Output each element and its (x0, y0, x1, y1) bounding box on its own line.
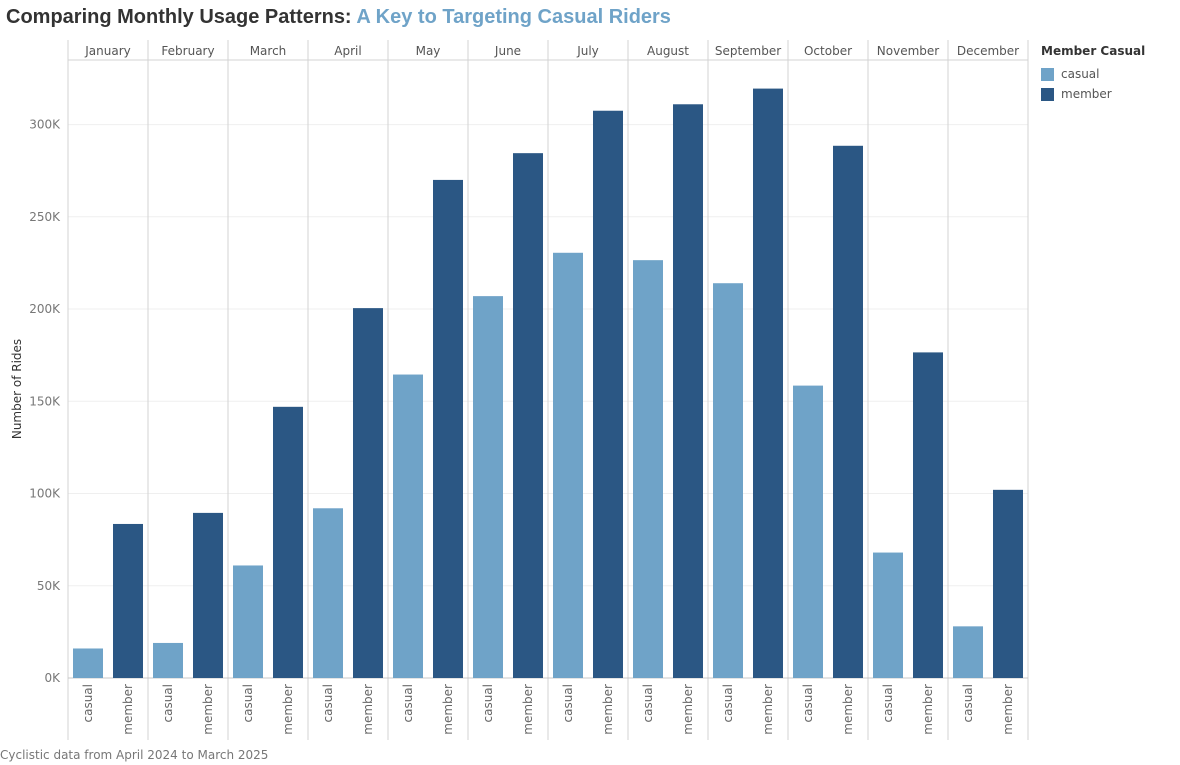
x-tick-label-casual: casual (481, 684, 495, 723)
month-header: April (334, 44, 361, 58)
y-tick-label: 100K (29, 487, 61, 501)
x-tick-label-casual: casual (561, 684, 575, 723)
bar-casual-june (473, 296, 503, 678)
bar-casual-september (713, 283, 743, 678)
bar-casual-november (873, 552, 903, 678)
bar-member-june (513, 153, 543, 678)
bar-member-october (833, 145, 863, 678)
x-tick-label-member: member (201, 684, 215, 735)
x-tick-label-member: member (441, 684, 455, 735)
x-tick-label-member: member (761, 684, 775, 735)
month-header: September (715, 44, 781, 58)
x-tick-label-casual: casual (321, 684, 335, 723)
x-tick-label-member: member (521, 684, 535, 735)
x-tick-label-member: member (681, 684, 695, 735)
chart-title-highlight: A Key to Targeting Casual Riders (356, 6, 671, 28)
month-header: November (877, 44, 939, 58)
legend-label-member: member (1061, 87, 1112, 101)
month-header: October (804, 44, 852, 58)
x-tick-label-member: member (281, 684, 295, 735)
x-tick-label-casual: casual (881, 684, 895, 723)
y-tick-label: 300K (29, 118, 61, 132)
x-tick-label-casual: casual (81, 684, 95, 723)
month-header: January (84, 44, 131, 58)
legend-item-member[interactable]: member (1041, 84, 1145, 104)
month-header: May (416, 44, 441, 58)
bar-member-april (353, 308, 383, 678)
bar-member-march (273, 406, 303, 678)
y-tick-label: 150K (29, 394, 61, 408)
y-tick-label: 50K (37, 579, 61, 593)
month-header: August (647, 44, 689, 58)
x-tick-label-casual: casual (641, 684, 655, 723)
y-tick-label: 200K (29, 302, 61, 316)
chart-title-main: Comparing Monthly Usage Patterns: (6, 6, 357, 28)
bar-member-july (593, 110, 623, 679)
month-header: July (576, 44, 599, 58)
bar-casual-august (633, 260, 663, 678)
x-tick-label-member: member (921, 684, 935, 735)
bar-member-november (913, 352, 943, 678)
month-header: March (250, 44, 287, 58)
legend-swatch-member (1041, 87, 1054, 101)
bar-casual-march (233, 565, 263, 678)
x-tick-label-member: member (601, 684, 615, 735)
bar-member-december (993, 489, 1023, 678)
bar-casual-july (553, 252, 583, 678)
bar-member-september (753, 88, 783, 678)
y-tick-label: 250K (29, 210, 61, 224)
bar-casual-may (393, 374, 423, 678)
x-tick-label-member: member (121, 684, 135, 735)
legend-title: Member Casual (1041, 44, 1146, 58)
bar-casual-february (153, 642, 183, 678)
bar-casual-october (793, 385, 823, 678)
bar-member-august (673, 104, 703, 678)
y-tick-label: 0K (44, 671, 61, 685)
month-header: June (494, 44, 521, 58)
bar-casual-december (953, 626, 983, 678)
legend-swatch-casual (1041, 67, 1054, 81)
bar-casual-april (313, 508, 343, 678)
legend: Member Casual casual member (1041, 44, 1145, 104)
legend-item-casual[interactable]: casual (1041, 64, 1145, 84)
month-header: February (161, 44, 214, 58)
bar-member-may (433, 179, 463, 678)
bar-member-january (113, 523, 143, 678)
x-tick-label-casual: casual (241, 684, 255, 723)
x-tick-label-casual: casual (161, 684, 175, 723)
data-source-caption: Cyclistic data from April 2024 to March … (0, 748, 269, 762)
month-header: December (957, 44, 1019, 58)
chart-title: Comparing Monthly Usage Patterns: A Key … (6, 6, 671, 29)
y-axis-label: Number of Rides (10, 339, 24, 439)
x-tick-label-member: member (361, 684, 375, 735)
bar-member-february (193, 512, 223, 678)
bar-casual-january (73, 648, 103, 678)
x-tick-label-member: member (841, 684, 855, 735)
legend-label-casual: casual (1061, 67, 1100, 81)
x-tick-label-member: member (1001, 684, 1015, 735)
x-tick-label-casual: casual (961, 684, 975, 723)
x-tick-label-casual: casual (401, 684, 415, 723)
x-tick-label-casual: casual (801, 684, 815, 723)
x-tick-label-casual: casual (721, 684, 735, 723)
